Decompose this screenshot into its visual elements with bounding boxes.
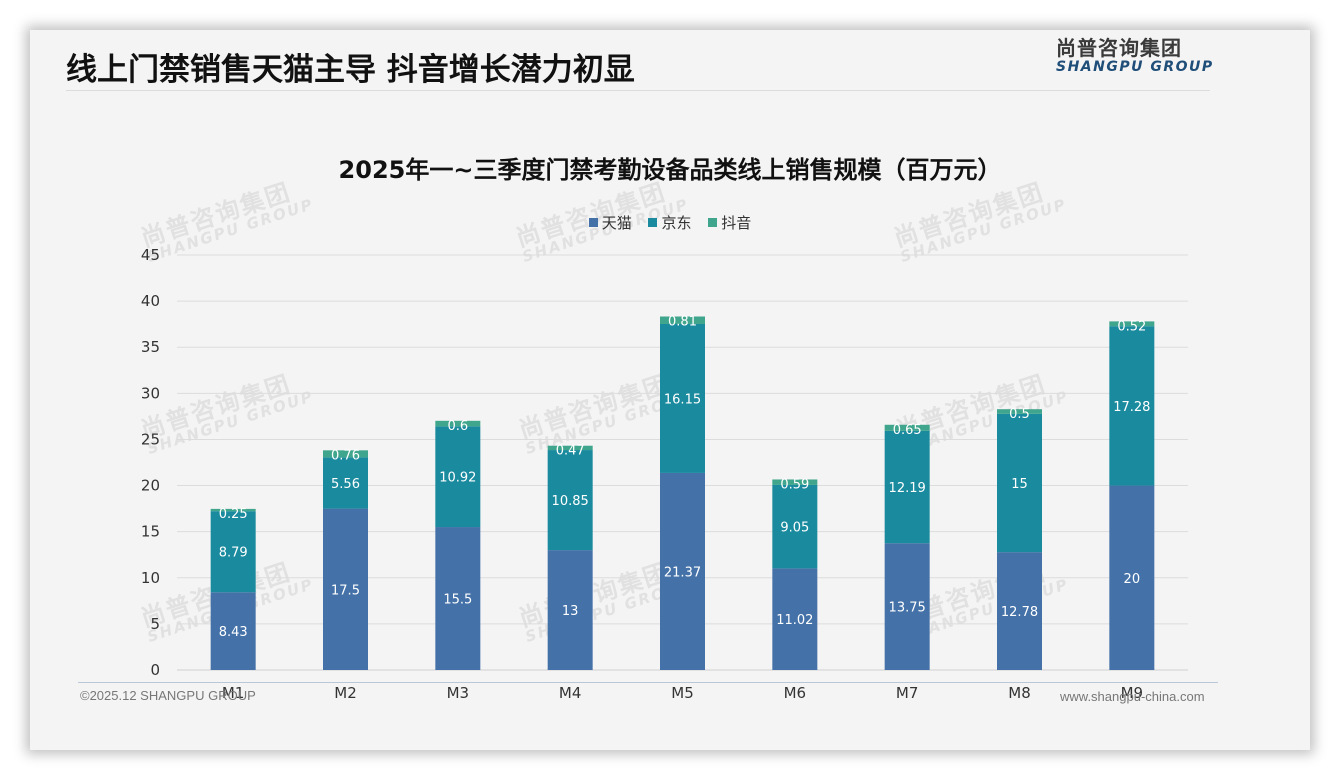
bar-segment-tmall-m5 [660,472,705,670]
slide-headline: 线上门禁销售天猫主导 抖音增长潜力初显 [66,52,635,88]
data-label-douyin-m6: 0.59 [780,477,809,492]
y-tick-label: 20 [141,477,160,495]
data-label-tmall-m8: 12.78 [1001,605,1038,620]
data-label-douyin-m7: 0.65 [893,423,922,438]
data-label-jd-m3: 10.92 [439,471,476,486]
bar-segment-jd-m3 [435,426,481,528]
y-tick-label: 45 [141,246,160,264]
legend-label-jd: 京东 [661,214,692,232]
data-label-tmall-m2: 17.5 [331,583,360,598]
x-tick-label-m8: M8 [1008,684,1031,702]
bar-segment-jd-m2 [323,457,368,509]
bar-segment-douyin-m7 [884,424,930,431]
bar-segment-douyin-m2 [323,450,368,458]
data-label-douyin-m5: 0.81 [668,315,697,330]
bar-segment-tmall-m4 [547,550,593,670]
footer-divider [78,682,1218,683]
y-axis-tick-labels: 0 5 10 15 20 25 30 35 40 45 [141,246,160,679]
bar-segment-douyin-m5 [660,316,705,324]
y-tick-label: 30 [141,384,160,402]
x-tick-label-m5: M5 [671,684,694,702]
y-tick-label: 10 [141,569,160,587]
legend-label-tmall: 天猫 [601,214,632,232]
x-tick-label-m9: M9 [1121,684,1144,702]
data-label-jd-m7: 12.19 [889,481,926,496]
bar-segment-jd-m1 [210,511,256,593]
bar-segment-jd-m6 [772,484,818,569]
bar-segments [210,316,1155,670]
logo-chinese-name: 尚普咨询集团 [1056,36,1182,60]
footer-website[interactable]: www.shangpu-china.com [1060,689,1205,704]
bar-segment-tmall-m8 [997,552,1042,670]
bar-segment-douyin-m1 [210,508,256,512]
legend-swatch-jd [648,218,658,227]
data-label-jd-m5: 16.15 [664,392,701,407]
x-tick-label-m1: M1 [222,684,245,702]
data-label-tmall-m6: 11.02 [776,613,813,628]
data-label-douyin-m1: 0.25 [219,507,248,522]
bar-segment-douyin-m6 [772,479,818,485]
legend-item-jd: 京东 [648,212,692,233]
data-label-tmall-m1: 8.43 [219,625,248,640]
legend-item-douyin: 抖音 [708,212,751,233]
data-label-jd-m1: 8.79 [219,546,248,561]
headline-divider [66,90,1210,91]
bar-segment-jd-m8 [997,413,1042,553]
bar-segment-jd-m7 [884,430,930,544]
bar-segment-tmall-m2 [323,508,368,670]
footer-copyright: ©2025.12 SHANGPU GROUP [80,688,256,703]
y-tick-label: 0 [150,661,160,679]
bar-segment-tmall-m3 [435,527,481,670]
x-tick-label-m4: M4 [559,684,582,702]
y-tick-label: 15 [141,523,160,541]
x-axis-tick-labels: M1 M2 M3 M4 M5 M6 M7 M8 M9 [222,684,1143,702]
legend-swatch-douyin [708,218,718,227]
bar-segment-douyin-m4 [547,445,593,451]
data-label-tmall-m4: 13 [562,604,579,619]
legend-item-tmall: 天猫 [588,212,632,233]
data-label-douyin-m3: 0.6 [447,419,468,434]
legend-label-douyin: 抖音 [721,214,752,232]
x-tick-label-m6: M6 [784,684,807,702]
bar-segment-douyin-m3 [435,420,481,427]
bar-segment-douyin-m9 [1109,321,1155,327]
legend-swatch-tmall [588,218,598,227]
data-label-jd-m6: 9.05 [780,521,809,536]
data-label-jd-m8: 15 [1011,477,1028,492]
bar-segment-jd-m5 [660,323,705,473]
bar-segment-jd-m9 [1109,326,1155,486]
data-label-douyin-m9: 0.52 [1117,319,1146,334]
bar-segment-jd-m4 [547,450,593,551]
data-label-douyin-m4: 0.47 [556,444,585,459]
y-tick-label: 25 [141,430,160,448]
logo-english-name: SHANGPU GROUP [1056,59,1214,75]
bar-segment-tmall-m7 [884,543,930,670]
data-label-jd-m9: 17.28 [1113,400,1150,415]
x-tick-label-m3: M3 [447,684,470,702]
data-label-tmall-m3: 15.5 [443,593,472,608]
data-labels: 8.43 8.79 0.25 17.5 5.56 0.76 15.5 10.92 0.6 13 10… [219,315,1151,641]
data-label-douyin-m8: 0.5 [1009,407,1030,422]
data-label-tmall-m5: 21.37 [664,565,701,580]
bar-segment-tmall-m1 [210,592,256,670]
y-tick-label: 35 [141,338,160,356]
data-label-jd-m2: 5.56 [331,477,360,492]
chart-legend: 天猫 京东 抖音 [0,212,1340,233]
bar-segment-douyin-m8 [997,409,1042,414]
company-logo: 尚普咨询集团 SHANGPU GROUP [1056,32,1216,75]
data-label-douyin-m2: 0.76 [331,448,360,463]
data-label-tmall-m7: 13.75 [889,601,926,616]
x-tick-label-m2: M2 [334,684,357,702]
chart-title: 2025年一~三季度门禁考勤设备品类线上销售规模（百万元） [338,156,1002,184]
data-label-tmall-m9: 20 [1124,572,1141,587]
y-tick-label: 40 [141,292,160,310]
data-label-jd-m4: 10.85 [552,494,589,509]
y-tick-label: 5 [150,615,160,633]
x-tick-label-m7: M7 [896,684,919,702]
bar-segment-tmall-m6 [772,568,818,670]
bar-segment-tmall-m9 [1109,485,1155,670]
